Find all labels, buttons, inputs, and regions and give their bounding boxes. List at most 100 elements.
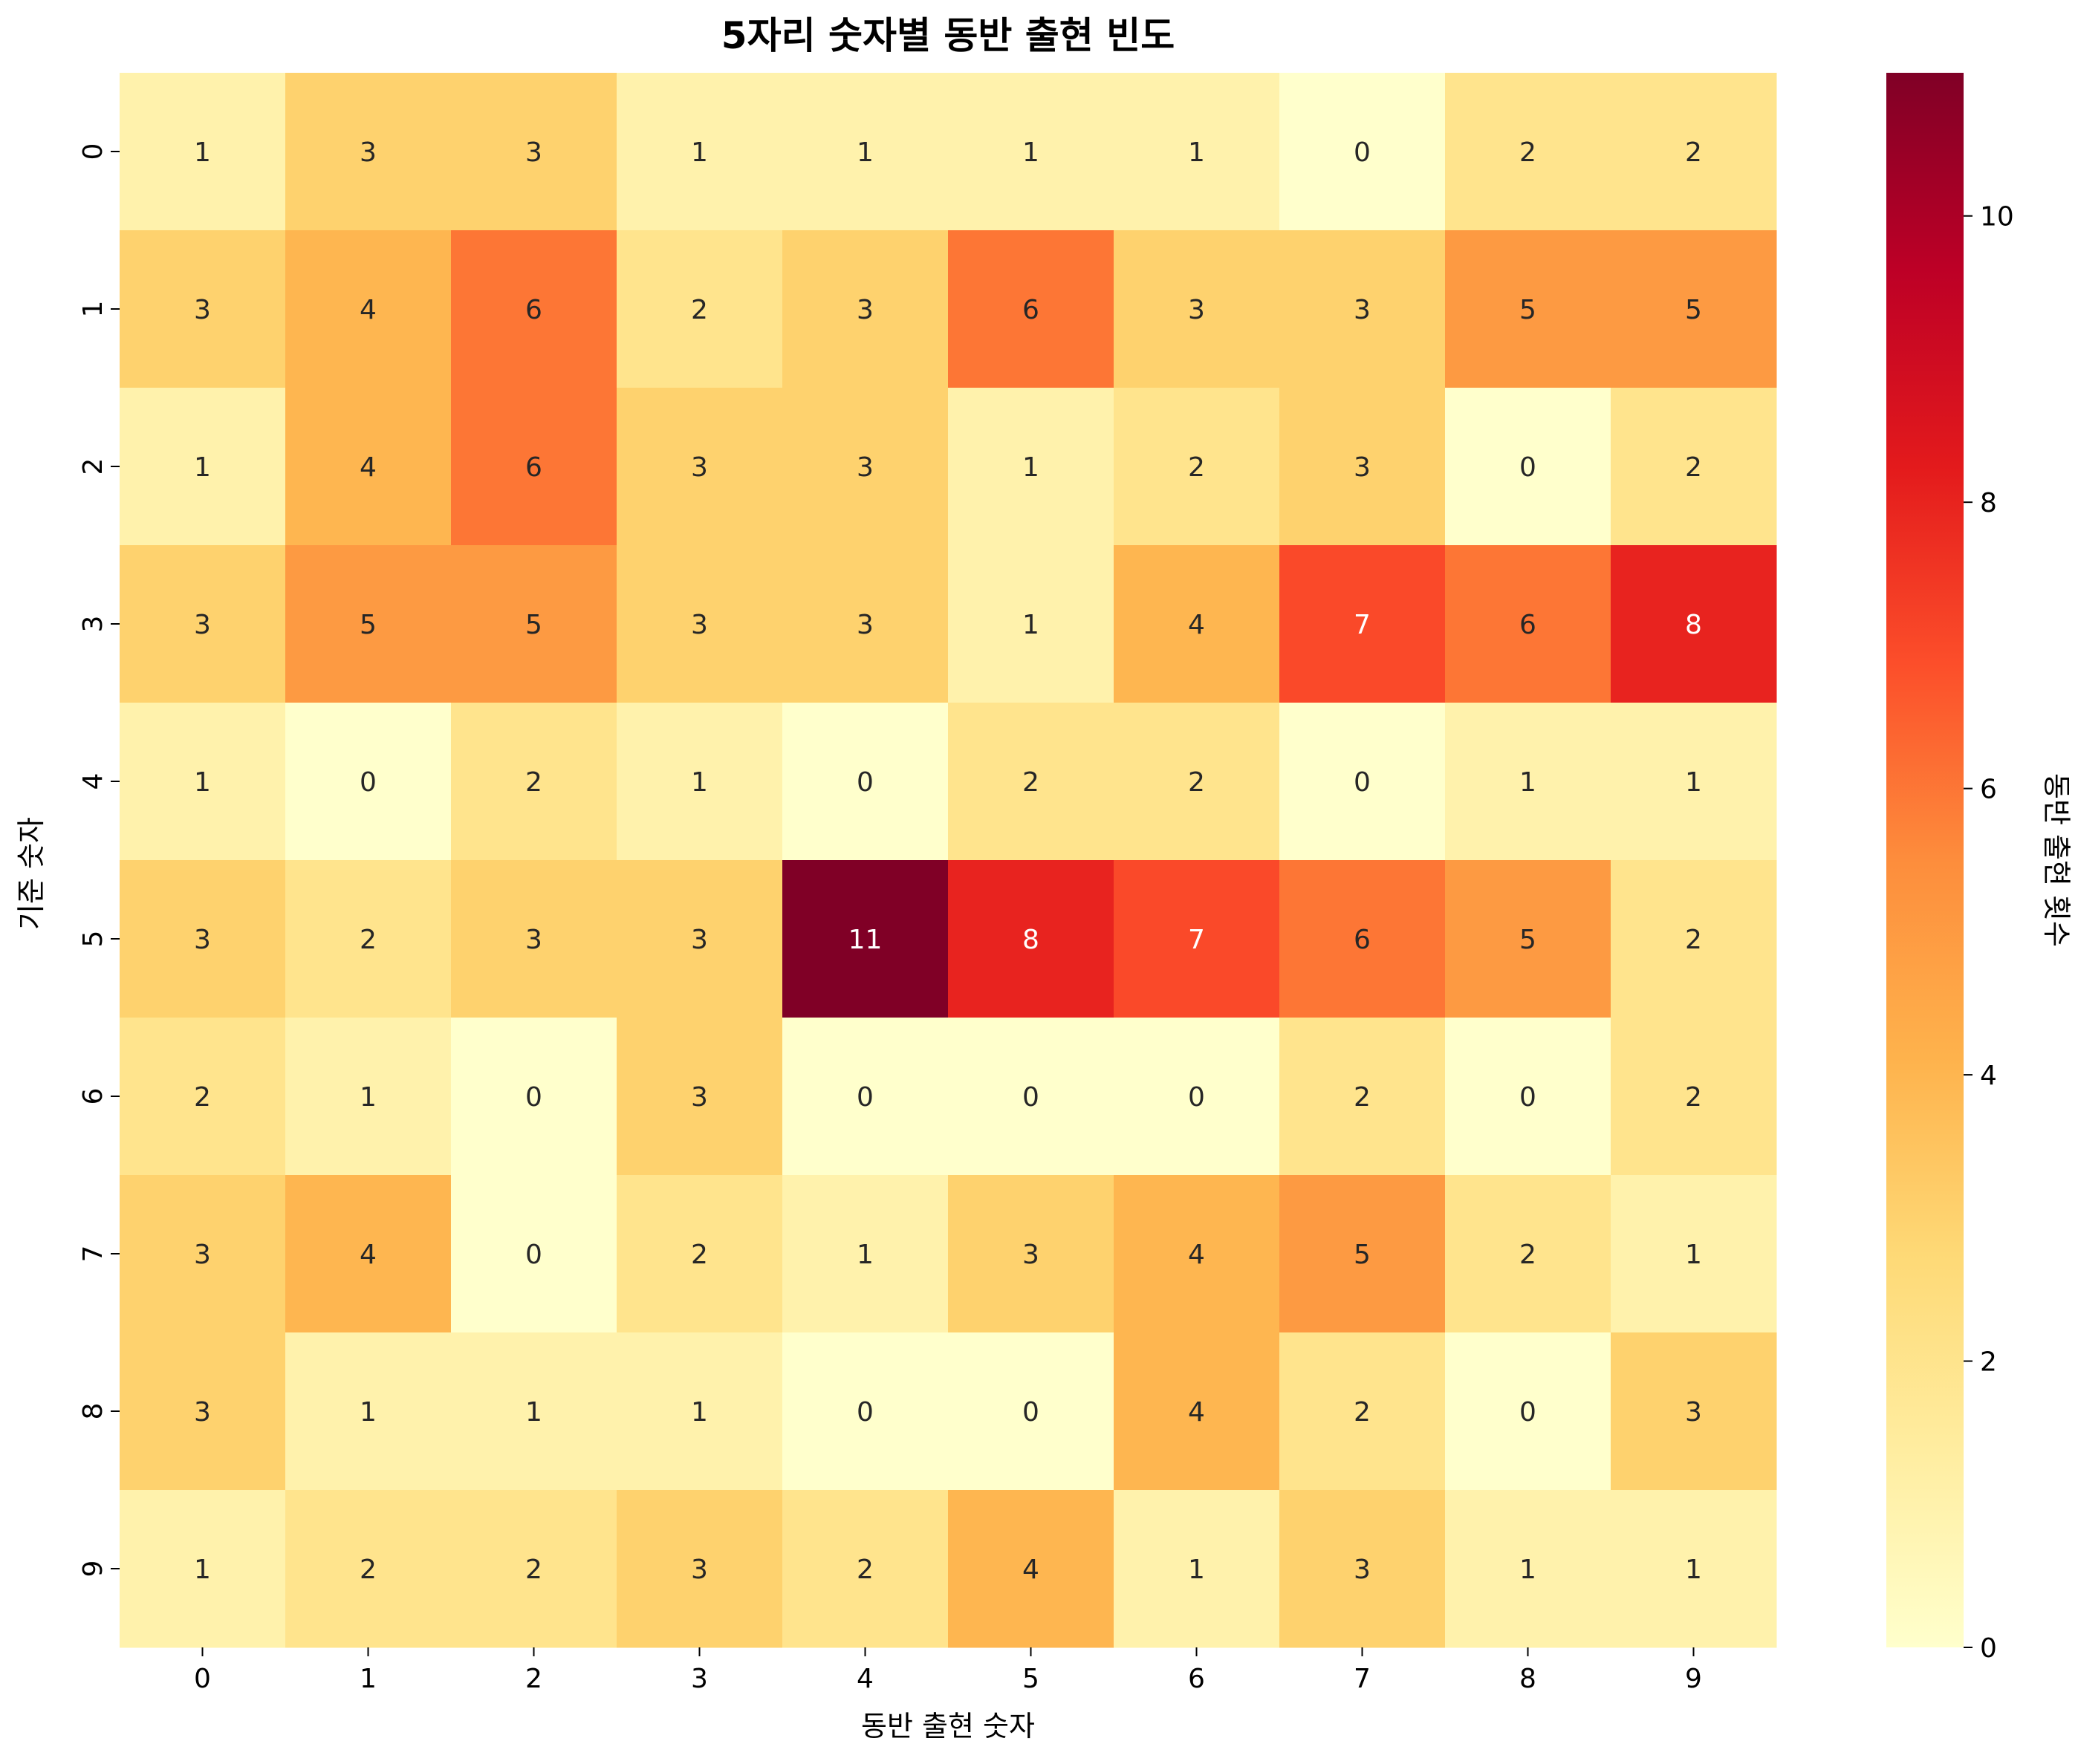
heatmap-cell [948, 1490, 1114, 1648]
heatmap-cell [1279, 860, 1446, 1018]
y-tick-label: 1 [78, 301, 108, 318]
heatmap-cell [451, 230, 617, 388]
cell-value-label: 2 [1022, 767, 1039, 798]
colorbar-tick-label: 2 [1980, 1347, 1997, 1378]
heatmap-cell [782, 230, 949, 388]
cell-value-label: 0 [1519, 1397, 1536, 1428]
cell-value-label: 0 [857, 1082, 874, 1113]
heatmap-cell [451, 73, 617, 231]
y-tick-label: 9 [78, 1560, 108, 1578]
cell-value-label: 1 [1188, 137, 1205, 168]
cell-value-label: 4 [1188, 1397, 1205, 1428]
cell-value-label: 3 [1354, 452, 1371, 483]
cell-value-label: 6 [1022, 295, 1039, 325]
heatmap-cell [451, 703, 617, 861]
heatmap-cell [1611, 1018, 1777, 1176]
cell-value-label: 1 [857, 1240, 874, 1270]
heatmap-cell [1114, 73, 1280, 231]
heatmap-cell [1114, 230, 1280, 388]
heatmap-cell [617, 388, 783, 546]
heatmap-cell [1445, 73, 1611, 231]
y-tick-label: 3 [78, 616, 108, 633]
cell-value-label: 6 [1354, 925, 1371, 955]
x-tick-label: 4 [857, 1664, 874, 1694]
heatmap-cell [948, 545, 1114, 703]
heatmap-cell [285, 1018, 452, 1176]
heatmap-cell [451, 1175, 617, 1333]
cell-value-label: 1 [691, 1397, 708, 1428]
cell-value-label: 0 [1519, 1082, 1536, 1113]
cell-value-label: 2 [1354, 1397, 1371, 1428]
y-tick-label: 6 [78, 1088, 108, 1105]
cell-value-label: 3 [194, 1240, 211, 1270]
cell-value-label: 2 [1685, 452, 1702, 483]
cell-value-label: 2 [360, 925, 377, 955]
cell-value-label: 11 [848, 925, 883, 955]
cell-value-label: 3 [194, 610, 211, 640]
cell-value-label: 3 [194, 1397, 211, 1428]
heatmap-cell [782, 73, 949, 231]
heatmap-cells [120, 73, 1777, 1648]
heatmap-cell [1114, 1175, 1280, 1333]
cell-value-label: 2 [525, 767, 542, 798]
heatmap-cell [1114, 388, 1280, 546]
heatmap-cell [285, 1175, 452, 1333]
cell-value-label: 0 [525, 1240, 542, 1270]
heatmap-cell [782, 388, 949, 546]
cell-value-label: 3 [1354, 1555, 1371, 1585]
cell-value-label: 3 [525, 925, 542, 955]
cell-value-label: 6 [525, 295, 542, 325]
cell-value-label: 3 [1022, 1240, 1039, 1270]
heatmap-cell [285, 860, 452, 1018]
heatmap-cell [120, 703, 286, 861]
heatmap-cell [782, 1490, 949, 1648]
cell-value-label: 5 [1519, 295, 1536, 325]
heatmap-cell [1114, 545, 1280, 703]
cell-value-label: 2 [1519, 1240, 1536, 1270]
cell-value-label: 1 [360, 1082, 377, 1113]
heatmap-cell [1279, 1332, 1446, 1491]
heatmap-cell [1279, 388, 1446, 546]
cell-value-label: 3 [1354, 295, 1371, 325]
heatmap-cell [948, 1332, 1114, 1491]
cell-value-label: 2 [691, 295, 708, 325]
heatmap-cell [1611, 1175, 1777, 1333]
heatmap-cell [285, 230, 452, 388]
x-tick-label: 6 [1188, 1664, 1205, 1694]
x-tick-label: 5 [1022, 1664, 1039, 1694]
y-axis-ticks: 0 1 2 3 4 5 6 7 8 9 [78, 143, 120, 1578]
cell-value-label: 3 [857, 295, 874, 325]
cell-value-label: 3 [691, 1555, 708, 1585]
cell-value-label: 1 [525, 1397, 542, 1428]
heatmap-cell [120, 1332, 286, 1491]
x-axis-ticks: 0 1 2 3 4 5 6 7 8 9 [194, 1647, 1702, 1694]
heatmap-cell [1611, 230, 1777, 388]
heatmap-cell [1611, 703, 1777, 861]
heatmap-cell [1279, 1490, 1446, 1648]
heatmap-cell [1445, 388, 1611, 546]
y-axis-label: 기준 숫자 [15, 817, 48, 930]
x-tick-label: 2 [525, 1664, 542, 1694]
colorbar-tick-label: 8 [1980, 488, 1997, 518]
heatmap-cell [1445, 1018, 1611, 1176]
heatmap-cell [617, 1018, 783, 1176]
cell-value-label: 1 [1685, 767, 1702, 798]
heatmap-cell [1611, 1490, 1777, 1648]
cell-value-label: 6 [525, 452, 542, 483]
heatmap-cell [1445, 545, 1611, 703]
cell-value-label: 5 [1519, 925, 1536, 955]
heatmap-cell [782, 1018, 949, 1176]
heatmap-cell [120, 73, 286, 231]
heatmap-cell [1279, 545, 1446, 703]
cell-value-label: 3 [194, 925, 211, 955]
heatmap-cell [451, 1018, 617, 1176]
heatmap-cell [617, 230, 783, 388]
cell-value-label: 4 [1188, 1240, 1205, 1270]
heatmap-cell [617, 1332, 783, 1491]
cell-value-label: 3 [691, 1082, 708, 1113]
cell-value-label: 3 [691, 610, 708, 640]
colorbar-tick-label: 10 [1980, 202, 2014, 232]
colorbar-ticks: 0 2 4 6 8 10 [1964, 202, 2014, 1664]
cell-value-label: 3 [691, 925, 708, 955]
